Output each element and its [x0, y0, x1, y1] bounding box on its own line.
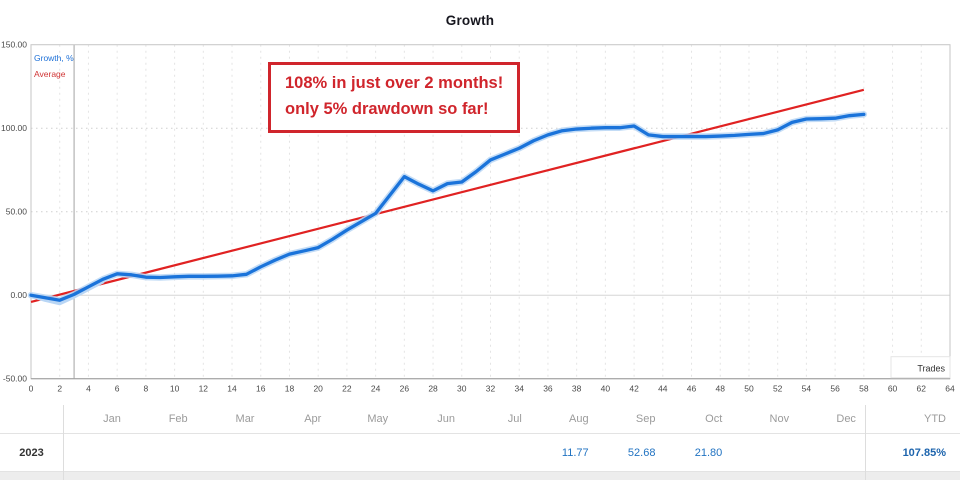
x-tick-label: 56 — [830, 384, 840, 394]
year-column-separator — [63, 405, 64, 480]
x-tick-label: 22 — [342, 384, 352, 394]
x-tick-label: 50 — [744, 384, 754, 394]
y-tick-label: 150.00 — [1, 40, 27, 50]
y-tick-label: 100.00 — [1, 123, 27, 133]
month-header-may: May — [367, 413, 389, 425]
month-value-oct: 21.80 — [694, 446, 723, 459]
x-tick-label: 8 — [144, 384, 149, 394]
x-tick-label: 18 — [285, 384, 295, 394]
monthly-returns-table: Jan Feb Mar Apr May Jun Jul Aug Sep Oct Nov Dec YTD … — [0, 405, 960, 480]
month-header-apr: Apr — [304, 413, 322, 425]
chart-title: Growth — [445, 13, 495, 28]
x-tick-label: 6 — [115, 384, 120, 394]
x-tick-label: 40 — [601, 384, 611, 394]
y-tick-label: 0.00 — [10, 290, 27, 300]
table-data-row: 2023 11.77 52.68 21.80 107.85% — [0, 433, 960, 472]
x-tick-label: 60 — [888, 384, 898, 394]
x-tick-label: 30 — [457, 384, 467, 394]
x-tick-label: 38 — [572, 384, 582, 394]
month-header-jul: Jul — [507, 413, 522, 425]
x-tick-label: 36 — [543, 384, 553, 394]
average-line — [30, 88, 865, 303]
month-header-jun: Jun — [437, 413, 455, 425]
ytd-column-separator — [865, 405, 866, 480]
x-axis-labels: 0 2 4 6 8 10 12 14 16 18 20 22 24 26 28 30 32 34 36 38 40 42 4… — [29, 384, 955, 394]
legend-average-label: Average — [34, 69, 66, 79]
x-tick-label: 44 — [658, 384, 668, 394]
annotation-line2: only 5% drawdown so far! — [285, 99, 489, 118]
growth-line — [29, 112, 866, 302]
month-header-jan: Jan — [103, 413, 121, 425]
x-tick-label: 24 — [371, 384, 381, 394]
month-header-nov: Nov — [769, 413, 790, 425]
month-value-sep: 52.68 — [627, 446, 656, 459]
x-tick-label: 12 — [199, 384, 209, 394]
annotation-line1: 108% in just over 2 months! — [285, 74, 504, 92]
x-tick-label: 34 — [514, 384, 524, 394]
x-tick-label: 58 — [859, 384, 869, 394]
y-tick-label: 50.00 — [6, 207, 28, 217]
x-tick-label: 64 — [945, 384, 955, 394]
x-tick-label: 54 — [802, 384, 812, 394]
month-header-aug: Aug — [569, 413, 589, 425]
y-tick-label: -50.00 — [3, 374, 27, 384]
x-axis-label-patch — [890, 356, 951, 379]
x-tick-label: 46 — [687, 384, 697, 394]
x-tick-label: 62 — [917, 384, 927, 394]
month-header-dec: Dec — [836, 413, 856, 425]
year-label: 2023 — [19, 446, 44, 459]
y-axis-labels: 150.00 100.00 50.00 0.00 -50.00 — [1, 40, 27, 384]
x-tick-label: 48 — [716, 384, 726, 394]
legend-growth-label: Growth, % — [34, 53, 74, 63]
horizontal-gridlines — [31, 127, 950, 296]
ytd-header: YTD — [924, 413, 946, 425]
table-next-row-strip — [0, 472, 960, 480]
x-tick-label: 0 — [29, 384, 34, 394]
x-tick-label: 52 — [773, 384, 783, 394]
month-header-sep: Sep — [635, 413, 656, 425]
x-tick-label: 26 — [400, 384, 410, 394]
month-header-feb: Feb — [168, 413, 188, 425]
ytd-value: 107.85% — [902, 446, 946, 459]
month-header-mar: Mar — [235, 413, 255, 425]
month-value-aug: 11.77 — [561, 446, 589, 459]
table-header-row: Jan Feb Mar Apr May Jun Jul Aug Sep Oct Nov Dec YTD — [0, 405, 960, 433]
x-tick-label: 32 — [486, 384, 496, 394]
x-tick-label: 20 — [313, 384, 323, 394]
x-tick-label: 28 — [428, 384, 438, 394]
x-tick-label: 16 — [256, 384, 266, 394]
month-header-oct: Oct — [705, 413, 723, 425]
x-axis-label: Trades — [917, 364, 945, 374]
growth-line-halo — [27, 111, 868, 304]
x-tick-label: 4 — [86, 384, 91, 394]
x-tick-label: 2 — [57, 384, 62, 394]
annotation-box: 108% in just over 2 months! only 5% draw… — [268, 62, 521, 134]
x-tick-label: 10 — [170, 384, 180, 394]
x-tick-label: 42 — [629, 384, 639, 394]
x-tick-label: 14 — [227, 384, 237, 394]
